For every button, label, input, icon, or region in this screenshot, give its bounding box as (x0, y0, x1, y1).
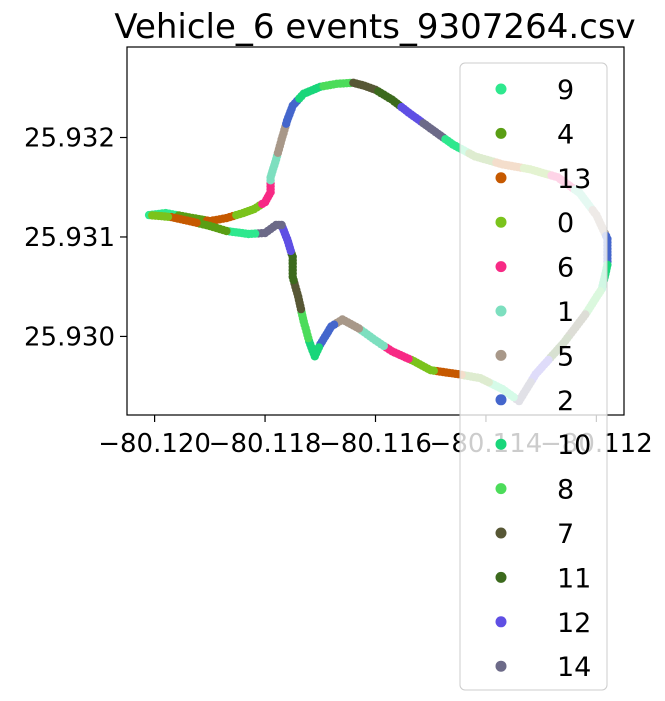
y-axis: 25.930 25.931 25.932 (24, 124, 127, 352)
legend-label: 2 (557, 386, 574, 417)
legend-label: 12 (557, 608, 591, 639)
legend-label: 5 (557, 341, 574, 372)
legend-marker (495, 571, 507, 583)
x-tick-label: −80.120 (98, 429, 211, 459)
chart-title: Vehicle_6 events_9307264.csv (114, 7, 635, 47)
legend-label: 6 (557, 253, 574, 284)
legend-label: 7 (557, 519, 574, 550)
data-point (148, 211, 157, 220)
y-tick-label: 25.932 (24, 124, 115, 154)
legend-marker (495, 261, 507, 273)
x-tick-label: −80.116 (319, 429, 432, 459)
legend-marker (495, 172, 507, 184)
y-tick-label: 25.931 (24, 223, 115, 253)
legend-marker (495, 616, 507, 628)
y-tick-label: 25.930 (24, 322, 115, 352)
legend-marker (495, 438, 507, 450)
legend-marker (495, 83, 507, 95)
legend-label: 9 (557, 75, 574, 106)
legend-label: 11 (557, 563, 591, 594)
legend-label: 13 (557, 164, 591, 195)
legend-label: 0 (557, 208, 574, 239)
legend-label: 8 (557, 475, 574, 506)
legend-marker (495, 483, 507, 495)
legend-box (459, 62, 608, 691)
legend-label: 1 (557, 297, 574, 328)
legend-marker (495, 216, 507, 228)
x-tick-label: −80.118 (209, 429, 322, 459)
legend-marker (495, 127, 507, 139)
legend-marker (495, 349, 507, 361)
legend-marker (495, 660, 507, 672)
legend-marker (495, 527, 507, 539)
legend-label: 14 (557, 652, 591, 683)
legend-label: 4 (557, 119, 574, 150)
legend-marker (495, 305, 507, 317)
legend: 9 4 13 0 6 1 5 2 10 8 7 11 12 14 (459, 62, 608, 691)
legend-items: 9 4 13 0 6 1 5 2 10 8 7 11 12 14 (495, 75, 591, 683)
legend-marker (495, 394, 507, 406)
legend-label: 10 (557, 430, 591, 461)
